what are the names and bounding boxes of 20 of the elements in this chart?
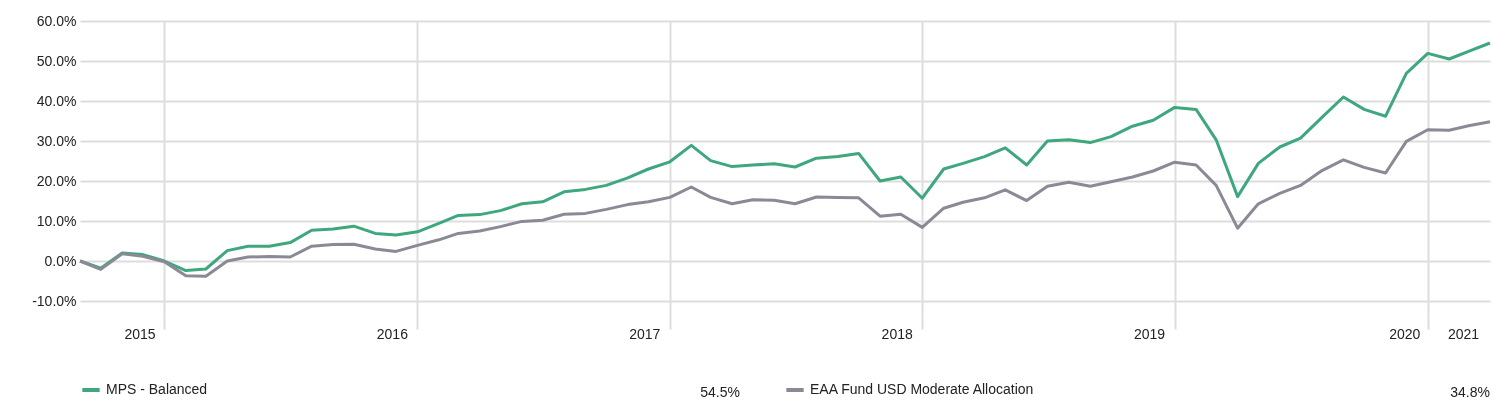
legend-label: MPS - Balanced	[106, 381, 208, 397]
y-tick-label: 10.0%	[36, 212, 77, 229]
x-tick-label: 2020	[1389, 325, 1421, 342]
text: 34.8%	[1450, 384, 1490, 400]
x-tick-label: 2015	[124, 325, 156, 342]
text: 54.5%	[700, 384, 740, 400]
x-tick-label: 2018	[881, 325, 913, 342]
y-tick-label: 40.0%	[36, 92, 77, 109]
y-tick-label: 20.0%	[36, 172, 77, 189]
x-tick-label: 2021	[1447, 325, 1480, 342]
x-tick-label: 2019	[1134, 325, 1166, 342]
legend-label: EAA Fund USD Moderate Allocation	[810, 381, 1034, 397]
y-tick-label: 30.0%	[36, 132, 77, 149]
x-tick-label: 2017	[629, 325, 661, 342]
y-tick-label: -10.0%	[32, 292, 77, 309]
x-tick-label: 2016	[376, 325, 409, 342]
y-tick-label: 50.0%	[36, 52, 77, 69]
y-tick-label: 0.0%	[44, 252, 77, 269]
line-series	[78, 120, 1492, 278]
y-tick-label: 60.0%	[36, 12, 77, 29]
